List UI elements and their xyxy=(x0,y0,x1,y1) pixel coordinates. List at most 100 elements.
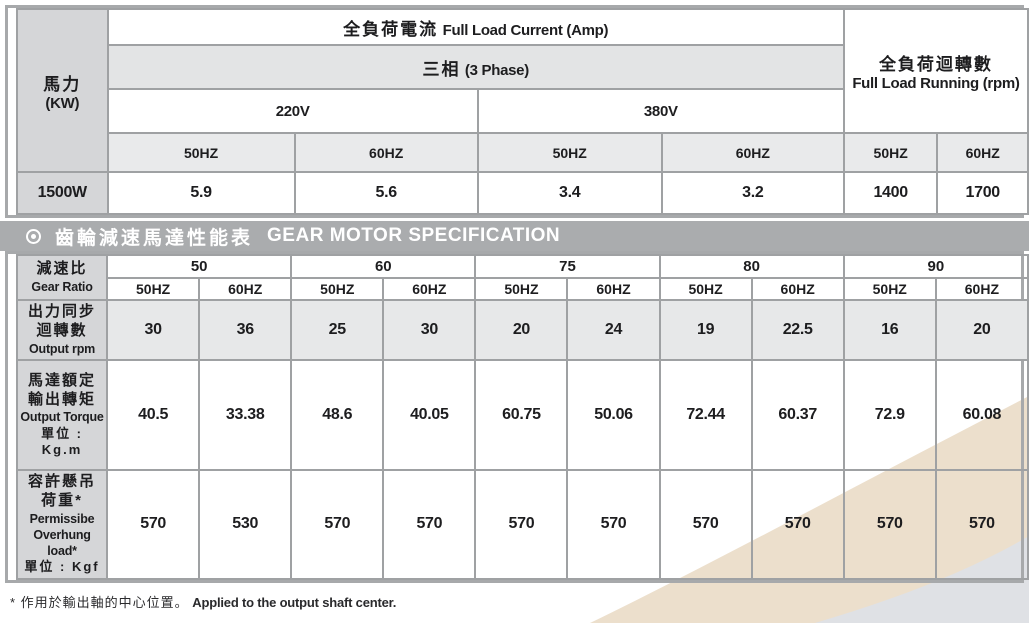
running-50hz-cell: 1400 xyxy=(842,171,939,215)
gear-spec-table: 減速比 Gear Ratio 50 60 75 80 90 50HZ 60HZ … xyxy=(5,251,1029,583)
spec-freq-col-4: 50HZ xyxy=(474,277,569,301)
current-380-60hz-cell: 3.2 xyxy=(660,171,845,215)
section-title-en: GEAR MOTOR SPECIFICATION xyxy=(267,225,561,246)
footnote-zh: * 作用於輸出軸的中心位置。 xyxy=(10,594,189,610)
three-phase-label-zh: 三相 xyxy=(422,59,461,79)
full-load-running-header-cell: 全負荷迴轉數 Full Load Running (rpm) xyxy=(842,8,1029,134)
output-rpm-value-8: 16 xyxy=(842,299,937,361)
output-torque-value-9: 60.08 xyxy=(934,359,1029,471)
output-torque-header-cell: 馬達額定 輸出轉矩 Output Torque 單位 : Kg.m xyxy=(15,359,109,471)
overhung-load-label-en2: Overhung load* xyxy=(33,527,91,558)
spec-freq-col-2: 50HZ xyxy=(290,277,385,301)
output-rpm-value-7: 22.5 xyxy=(750,299,845,361)
ratio-group-80: 80 xyxy=(658,254,845,279)
output-rpm-value-3: 30 xyxy=(382,299,477,361)
freq-header-220-50hz: 50HZ xyxy=(106,132,296,173)
hp-label-zh: 馬力 xyxy=(43,74,82,94)
full-load-running-label-zh: 全負荷迴轉數 xyxy=(878,55,993,74)
output-rpm-label-en: Output rpm xyxy=(29,341,96,356)
overhung-load-label-en1: Permissibe xyxy=(29,511,95,526)
output-torque-value-3: 40.05 xyxy=(382,359,477,471)
overhung-load-value-1: 530 xyxy=(198,469,293,580)
overhung-load-label-zh2: 荷重* xyxy=(41,491,83,509)
full-load-running-label-en: Full Load Running (rpm) xyxy=(852,75,1020,92)
model-cell: 1500W xyxy=(16,171,109,215)
freq-header-220-60hz: 60HZ xyxy=(293,132,479,173)
three-phase-label-en: (3 Phase) xyxy=(464,61,529,79)
hp-header-cell: 馬力 (KW) xyxy=(16,8,109,173)
overhung-load-value-7: 570 xyxy=(750,469,845,580)
spec-freq-col-0: 50HZ xyxy=(106,277,201,301)
overhung-load-value-6: 570 xyxy=(658,469,753,580)
freq-header-380-50hz: 50HZ xyxy=(476,132,663,173)
overhung-load-header-cell: 容許懸吊 荷重* Permissibe Overhung load* 單位 : … xyxy=(15,469,109,580)
output-rpm-value-5: 24 xyxy=(566,299,661,361)
voltage-380-header-cell: 380V xyxy=(476,88,845,134)
output-rpm-value-1: 36 xyxy=(198,299,293,361)
overhung-load-value-4: 570 xyxy=(474,469,569,580)
spec-freq-col-5: 60HZ xyxy=(566,277,661,301)
spec-freq-col-6: 50HZ xyxy=(658,277,753,301)
footnote-en: Applied to the output shaft center. xyxy=(192,594,397,610)
overhung-load-value-5: 570 xyxy=(566,469,661,580)
output-rpm-header-cell: 出力同步 迴轉數 Output rpm xyxy=(15,299,109,361)
spec-freq-col-1: 60HZ xyxy=(198,277,293,301)
output-torque-value-5: 50.06 xyxy=(566,359,661,471)
section-title-zh: 齒輪減速馬達性能表 xyxy=(55,227,254,249)
overhung-load-value-8: 570 xyxy=(842,469,937,580)
full-load-current-label-en: Full Load Current (Amp) xyxy=(442,21,609,39)
full-load-current-label-zh: 全負荷電流 xyxy=(343,19,439,39)
overhung-load-value-0: 570 xyxy=(106,469,201,580)
output-rpm-value-9: 20 xyxy=(934,299,1029,361)
overhung-load-value-9: 570 xyxy=(934,469,1029,580)
output-rpm-value-4: 20 xyxy=(474,299,569,361)
output-torque-value-7: 60.37 xyxy=(750,359,845,471)
ratio-group-50: 50 xyxy=(106,254,293,279)
output-torque-value-1: 33.38 xyxy=(198,359,293,471)
full-load-current-header-cell: 全負荷電流 Full Load Current (Amp) xyxy=(106,8,845,46)
three-phase-header-cell: 三相 (3 Phase) xyxy=(106,44,845,90)
freq-header-run-60hz: 60HZ xyxy=(936,132,1029,173)
output-torque-value-0: 40.5 xyxy=(106,359,201,471)
current-220-50hz-cell: 5.9 xyxy=(106,171,296,215)
motor-table: 馬力 (KW) 全負荷電流 Full Load Current (Amp) 全負… xyxy=(5,5,1029,218)
section-header-band: 齒輪減速馬達性能表 GEAR MOTOR SPECIFICATION xyxy=(0,221,1029,251)
gray-swoosh-shape xyxy=(815,536,1029,623)
spec-freq-col-9: 60HZ xyxy=(934,277,1029,301)
spec-freq-col-8: 50HZ xyxy=(842,277,937,301)
output-rpm-label-zh1: 出力同步 xyxy=(28,303,97,321)
spec-freq-col-3: 60HZ xyxy=(382,277,477,301)
hp-label-en: (KW) xyxy=(45,94,80,112)
output-rpm-value-2: 25 xyxy=(290,299,385,361)
gear-ratio-label-zh: 減速比 xyxy=(36,260,88,277)
output-torque-value-6: 72.44 xyxy=(658,359,753,471)
ratio-group-90: 90 xyxy=(842,254,1029,279)
running-60hz-cell: 1700 xyxy=(936,171,1029,215)
output-torque-value-4: 60.75 xyxy=(474,359,569,471)
output-rpm-label-zh2: 迴轉數 xyxy=(36,321,88,339)
output-torque-value-2: 48.6 xyxy=(290,359,385,471)
voltage-220-header-cell: 220V xyxy=(106,88,479,134)
current-380-50hz-cell: 3.4 xyxy=(476,171,663,215)
section-bullet-icon xyxy=(26,228,41,244)
output-torque-label-zh1: 馬達額定 xyxy=(28,371,97,389)
gear-ratio-label-en: Gear Ratio xyxy=(31,279,93,294)
output-torque-unit: 單位 : Kg.m xyxy=(41,425,84,457)
freq-header-run-50hz: 50HZ xyxy=(842,132,939,173)
overhung-load-label-zh1: 容許懸吊 xyxy=(28,473,97,490)
output-torque-value-8: 72.9 xyxy=(842,359,937,471)
footnote: * 作用於輸出軸的中心位置。 Applied to the output sha… xyxy=(10,592,1029,611)
overhung-load-value-2: 570 xyxy=(290,469,385,580)
output-torque-label-en: Output Torque xyxy=(20,410,104,425)
overhung-load-value-3: 570 xyxy=(382,469,477,580)
output-torque-label-zh2: 輸出轉矩 xyxy=(28,390,97,408)
overhung-load-unit: 單位 : Kgf xyxy=(24,559,100,575)
spec-freq-col-7: 60HZ xyxy=(750,277,845,301)
output-rpm-value-0: 30 xyxy=(106,299,201,361)
gear-ratio-header-cell: 減速比 Gear Ratio xyxy=(15,254,109,301)
freq-header-380-60hz: 60HZ xyxy=(660,132,845,173)
current-220-60hz-cell: 5.6 xyxy=(293,171,479,215)
ratio-group-60: 60 xyxy=(290,254,477,279)
ratio-group-75: 75 xyxy=(474,254,661,279)
